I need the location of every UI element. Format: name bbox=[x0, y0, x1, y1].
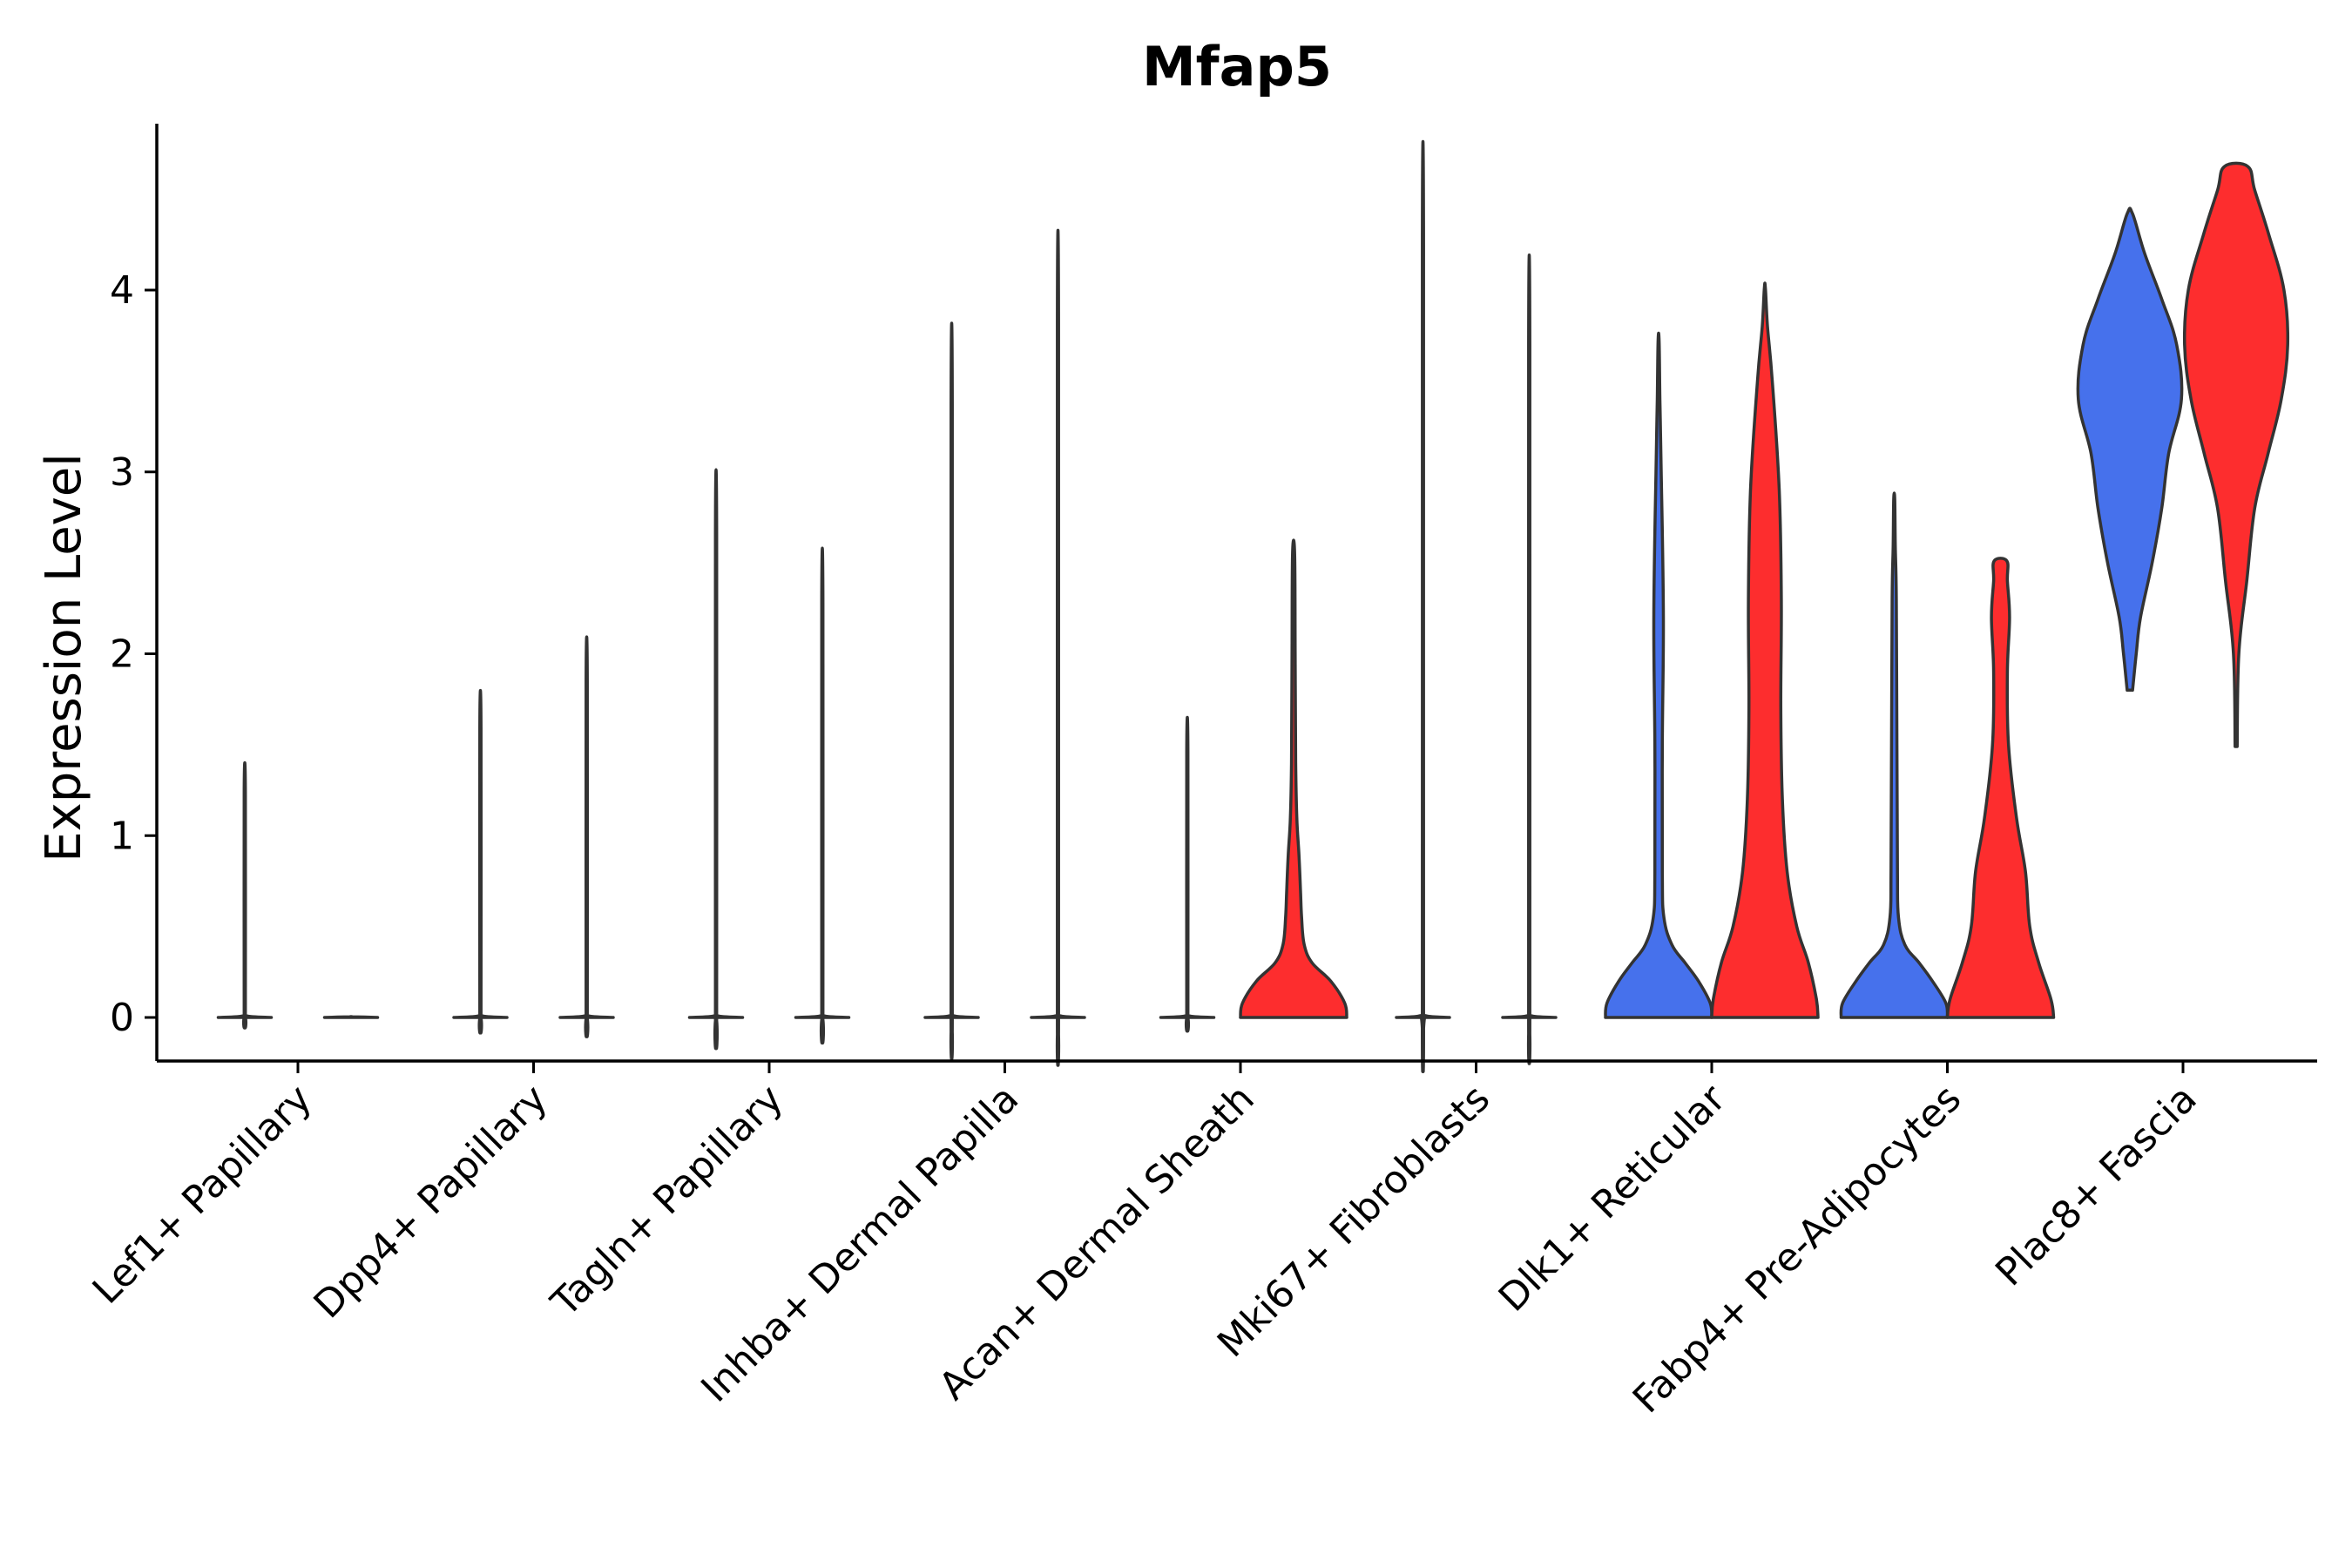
violin-acan-dermal-sheath-group2 bbox=[1239, 538, 1348, 1019]
violin-plac8-fascia-group2 bbox=[2182, 161, 2290, 748]
y-tick-label: 0 bbox=[110, 996, 134, 1040]
violin-dpp4-papillary-group1 bbox=[452, 689, 509, 1035]
violin-dpp4-papillary-group2 bbox=[558, 635, 615, 1038]
violin-mki67-fibroblasts-group1 bbox=[1395, 139, 1451, 1073]
violin-mki67-fibroblasts-group2 bbox=[1501, 253, 1558, 1065]
violin-inhba-dermal-papilla-group1 bbox=[923, 321, 980, 1060]
violin-acan-dermal-sheath-group1 bbox=[1159, 716, 1216, 1033]
violin-dlk1-reticular-group2 bbox=[1710, 281, 1820, 1019]
violin-fabp4-pre-adipocytes-group1 bbox=[1839, 491, 1950, 1019]
violin-layer bbox=[216, 139, 2290, 1073]
x-tick-label: Lef1+ Papillary bbox=[84, 1077, 321, 1313]
violin-plac8-fascia-group1 bbox=[2076, 206, 2184, 693]
violin-lef1-papillary-group1 bbox=[216, 760, 274, 1030]
x-tick-label: Mki67+ Fibroblasts bbox=[1209, 1077, 1498, 1366]
violin-tagln-papillary-group1 bbox=[687, 468, 745, 1051]
violin-dlk1-reticular-group1 bbox=[1604, 331, 1713, 1019]
violin-inhba-dermal-papilla-group2 bbox=[1030, 228, 1086, 1067]
y-axis-label: Expression Level bbox=[36, 453, 92, 862]
y-tick-label: 2 bbox=[110, 632, 134, 677]
x-tick-label: Dlk1+ Reticular bbox=[1490, 1076, 1735, 1321]
x-tick-label: Dpp4+ Papillary bbox=[306, 1077, 557, 1328]
x-tick-label: Tagln+ Papillary bbox=[543, 1077, 792, 1326]
chart-title: Mfap5 bbox=[1142, 35, 1332, 98]
violin-tagln-papillary-group2 bbox=[794, 546, 851, 1045]
x-tick-label: Plac8+ Fascia bbox=[1987, 1077, 2206, 1295]
violin-fabp4-pre-adipocytes-group2 bbox=[1945, 557, 2056, 1019]
y-tick-label: 1 bbox=[110, 814, 134, 858]
y-tick-label: 3 bbox=[110, 450, 134, 495]
y-tick-label: 4 bbox=[110, 268, 134, 313]
